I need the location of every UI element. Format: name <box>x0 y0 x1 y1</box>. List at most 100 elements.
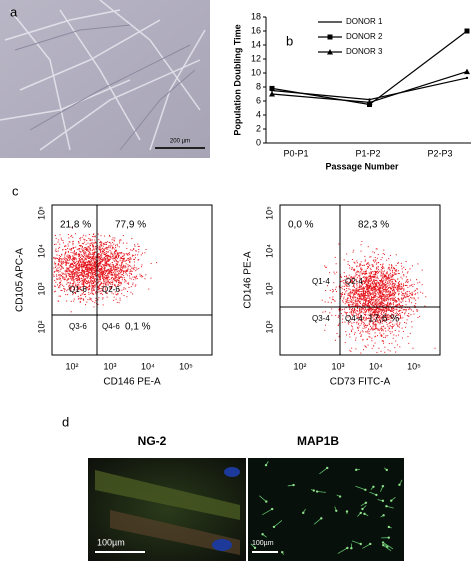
event <box>64 245 66 247</box>
event <box>396 285 398 287</box>
event <box>81 258 83 260</box>
x-tick-label: P0-P1 <box>283 148 308 158</box>
event <box>384 304 386 306</box>
event <box>89 238 91 240</box>
event <box>381 300 383 302</box>
event <box>357 329 359 331</box>
event <box>369 281 371 283</box>
event <box>376 310 378 312</box>
event <box>381 303 383 305</box>
event <box>97 291 99 293</box>
event <box>113 239 115 241</box>
event <box>391 281 393 283</box>
event <box>352 259 354 261</box>
event <box>93 286 95 288</box>
event <box>368 296 370 298</box>
event <box>353 297 355 299</box>
event <box>342 279 344 281</box>
event <box>368 275 370 277</box>
event <box>363 309 365 311</box>
event <box>79 267 81 269</box>
event <box>88 261 90 263</box>
event <box>68 272 70 274</box>
event <box>372 326 374 328</box>
event <box>100 265 102 267</box>
event <box>364 299 366 301</box>
event <box>350 325 352 327</box>
event <box>349 298 351 300</box>
soma <box>265 500 268 503</box>
event <box>86 266 88 268</box>
event <box>361 293 363 295</box>
event <box>93 259 95 261</box>
event <box>403 290 405 292</box>
event <box>127 258 129 260</box>
event <box>124 281 126 283</box>
event <box>361 308 363 310</box>
event <box>334 256 336 258</box>
event <box>364 327 366 329</box>
event <box>72 252 74 254</box>
event <box>111 239 113 241</box>
event <box>365 324 367 326</box>
event <box>92 273 94 275</box>
soma <box>264 463 268 467</box>
event <box>344 293 346 295</box>
event <box>352 308 354 310</box>
event <box>345 313 347 315</box>
event <box>62 277 64 279</box>
event <box>380 334 382 336</box>
event <box>374 321 376 323</box>
event <box>100 260 102 262</box>
event <box>101 260 103 262</box>
event <box>371 337 373 339</box>
event <box>109 245 111 247</box>
event <box>101 292 103 294</box>
event <box>76 263 78 265</box>
event <box>71 285 73 287</box>
event <box>95 262 97 264</box>
y-tick-label: 8 <box>256 81 261 91</box>
event <box>375 284 377 286</box>
event <box>381 335 383 337</box>
event <box>116 280 118 282</box>
event <box>363 272 365 274</box>
event <box>384 285 386 287</box>
event <box>61 289 63 291</box>
event <box>368 309 370 311</box>
event <box>116 254 118 256</box>
event <box>360 298 362 300</box>
event <box>78 253 80 255</box>
event <box>113 259 115 261</box>
event <box>371 316 373 318</box>
event <box>386 291 388 293</box>
event <box>357 314 359 316</box>
event <box>373 259 375 261</box>
event <box>399 309 401 311</box>
event <box>365 310 367 312</box>
event <box>82 274 84 276</box>
event <box>101 255 103 257</box>
event <box>412 286 414 288</box>
event <box>380 318 382 320</box>
y-tick-label: 16 <box>251 25 261 35</box>
event <box>125 280 127 282</box>
event <box>369 301 371 303</box>
event <box>385 273 387 275</box>
event <box>367 300 369 302</box>
event <box>116 243 118 245</box>
event <box>381 335 383 337</box>
event <box>387 314 389 316</box>
event <box>82 263 84 265</box>
event <box>391 317 393 319</box>
event <box>362 280 364 282</box>
event <box>142 275 144 277</box>
event <box>87 281 89 283</box>
event <box>83 283 85 285</box>
micrograph-map1b <box>248 458 404 561</box>
event <box>53 267 55 269</box>
event <box>359 287 361 289</box>
event <box>404 312 406 314</box>
event <box>368 289 370 291</box>
event <box>342 301 344 303</box>
